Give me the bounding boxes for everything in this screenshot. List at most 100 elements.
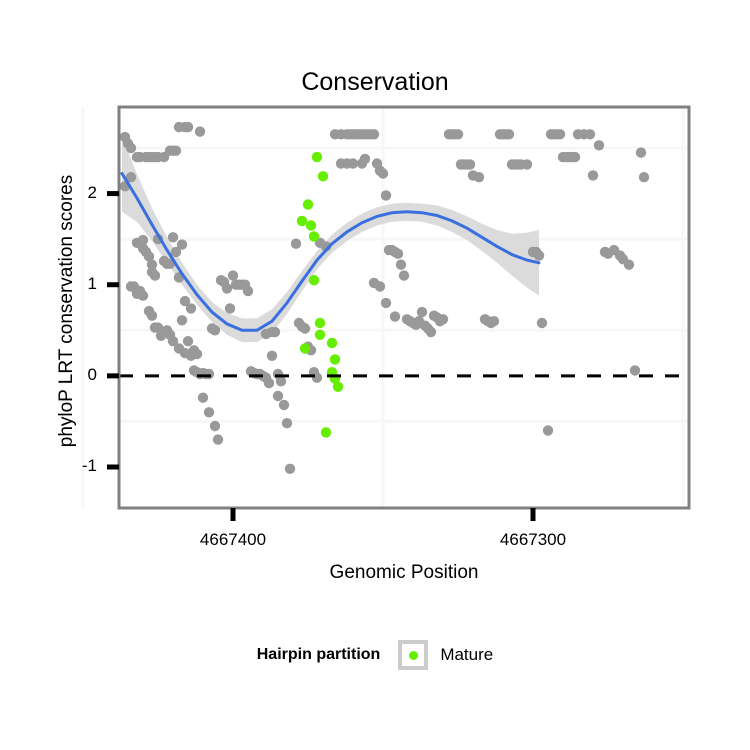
data-point — [416, 306, 428, 318]
data-point — [395, 259, 407, 270]
data-point — [584, 129, 596, 140]
data-point — [266, 350, 278, 361]
data-point — [203, 407, 215, 418]
data-point — [488, 316, 500, 327]
data-point — [212, 434, 224, 445]
data-point — [326, 337, 338, 349]
data-point — [242, 285, 254, 297]
data-point — [290, 238, 302, 249]
data-point — [569, 151, 581, 163]
data-point — [329, 354, 341, 365]
data-point — [182, 121, 194, 133]
data-point — [308, 275, 320, 286]
data-point — [332, 381, 344, 392]
y-tick-label: 2 — [87, 182, 97, 202]
panel-border — [117, 105, 691, 510]
data-point — [149, 270, 161, 281]
data-point — [137, 234, 149, 246]
data-point — [296, 215, 308, 227]
y-tick-label: 1 — [87, 273, 97, 293]
data-point — [275, 376, 287, 387]
data-point — [317, 171, 329, 182]
data-point — [167, 232, 179, 243]
data-point — [629, 365, 641, 376]
data-point — [347, 158, 359, 169]
data-point — [269, 326, 281, 338]
scatter-series-mature — [296, 151, 344, 438]
data-point — [185, 303, 197, 314]
data-point — [536, 317, 548, 329]
data-point — [137, 290, 149, 301]
data-point — [284, 463, 296, 474]
data-point — [587, 170, 599, 181]
data-point — [203, 368, 215, 380]
data-point — [305, 220, 317, 231]
data-point — [554, 129, 566, 140]
data-point — [299, 343, 311, 354]
data-point — [278, 399, 290, 411]
data-point — [146, 310, 158, 321]
data-point — [170, 145, 182, 156]
data-point — [425, 326, 437, 338]
data-point — [281, 418, 293, 429]
data-point — [167, 336, 179, 347]
data-point — [170, 246, 182, 258]
data-point — [209, 325, 221, 336]
data-point — [302, 199, 314, 210]
data-point — [542, 425, 554, 436]
data-point — [452, 129, 464, 140]
data-point — [320, 427, 332, 438]
data-point — [125, 172, 137, 183]
data-point — [533, 250, 545, 261]
data-point — [152, 322, 164, 333]
data-point — [191, 348, 203, 360]
data-point — [197, 392, 209, 403]
confidence-band — [122, 135, 539, 343]
data-point — [272, 390, 284, 402]
data-point — [314, 317, 326, 329]
data-point — [221, 283, 233, 294]
data-point — [308, 231, 320, 242]
legend-marker-icon — [408, 650, 418, 660]
data-point — [224, 303, 236, 314]
data-point — [521, 159, 533, 170]
data-point — [314, 329, 326, 340]
data-point — [389, 311, 401, 322]
data-point — [311, 372, 323, 383]
x-axis-title: Genomic Position — [329, 562, 479, 583]
legend-key-mature[interactable] — [398, 640, 429, 670]
data-point — [182, 336, 194, 347]
data-point — [437, 314, 449, 325]
legend: Hairpin partition Mature — [0, 640, 750, 670]
y-tick-label: 0 — [87, 364, 97, 384]
data-point — [146, 259, 158, 270]
smooth-fit-line — [120, 172, 541, 332]
x-tick-label: 4667300 — [499, 530, 567, 549]
data-point — [380, 190, 392, 201]
data-point — [380, 297, 392, 309]
legend-label-mature: Mature — [440, 645, 494, 664]
data-point — [464, 159, 476, 170]
data-point — [176, 315, 188, 326]
data-point — [176, 239, 188, 250]
data-point — [359, 153, 371, 165]
data-point — [392, 248, 404, 259]
legend-title: Hairpin partition — [256, 646, 381, 663]
data-point — [179, 295, 191, 307]
data-point — [260, 328, 272, 340]
data-point — [299, 323, 311, 334]
data-point — [143, 251, 155, 262]
data-point — [398, 270, 410, 281]
data-point — [623, 259, 635, 270]
data-point — [377, 168, 389, 179]
data-point — [638, 172, 650, 183]
data-point — [209, 420, 221, 432]
data-point — [311, 151, 323, 163]
y-tick-label: -1 — [81, 455, 97, 475]
chart-title: Conservation — [301, 68, 449, 96]
data-point — [368, 129, 380, 140]
data-point — [227, 270, 239, 281]
data-point — [374, 281, 386, 292]
